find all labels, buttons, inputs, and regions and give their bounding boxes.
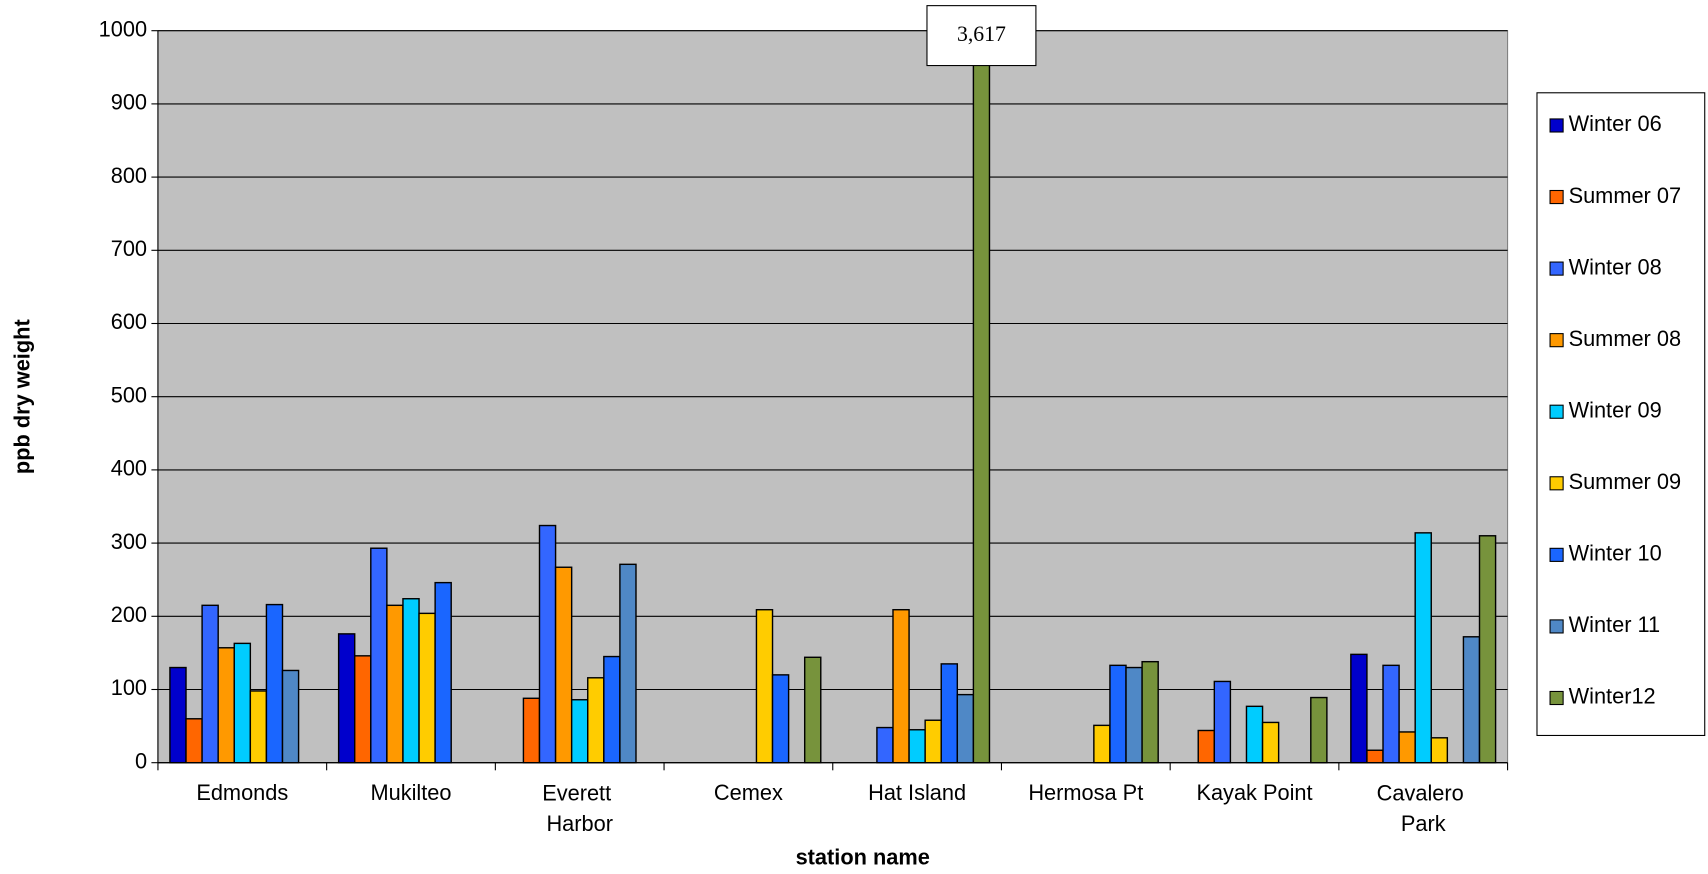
bar xyxy=(281,669,300,764)
y-tick-label: 700 xyxy=(111,236,147,261)
bar xyxy=(876,726,894,764)
bar xyxy=(522,697,541,764)
bar xyxy=(233,642,252,764)
bar xyxy=(1430,737,1449,764)
bar xyxy=(1245,705,1264,764)
bar xyxy=(185,718,203,764)
y-tick-label: 0 xyxy=(135,748,147,773)
x-tick-label: Mukilteo xyxy=(370,780,451,805)
y-tick-label: 300 xyxy=(111,529,147,554)
legend-swatch xyxy=(1549,619,1564,634)
bar xyxy=(908,729,926,764)
y-tick-label: 500 xyxy=(111,382,147,407)
bar xyxy=(386,604,404,764)
bar xyxy=(892,609,910,764)
x-tick-label: Kayak Point xyxy=(1196,780,1312,805)
bar xyxy=(570,699,589,764)
legend-label: Summer 09 xyxy=(1569,469,1682,494)
bar xyxy=(956,693,975,764)
y-tick-label: 1000 xyxy=(99,16,147,41)
legend-label: Winter 11 xyxy=(1569,612,1661,637)
bar xyxy=(771,674,790,764)
y-tick-label: 900 xyxy=(111,90,147,115)
bar xyxy=(337,633,356,764)
bar xyxy=(1382,664,1400,764)
bar xyxy=(1141,660,1159,764)
bar xyxy=(1366,749,1384,764)
legend-swatch xyxy=(1549,261,1564,276)
bar xyxy=(587,677,605,764)
legend-label: Winter 09 xyxy=(1569,397,1662,422)
bar xyxy=(354,655,372,764)
bar xyxy=(434,581,452,764)
y-tick-label: 800 xyxy=(111,163,147,188)
bar xyxy=(1462,636,1481,764)
x-tick-label: Cavalero Park xyxy=(1377,780,1470,836)
legend-swatch xyxy=(1549,333,1564,348)
bar xyxy=(972,29,991,764)
bar xyxy=(619,563,637,764)
bar xyxy=(402,598,420,764)
y-tick-label: 600 xyxy=(111,309,147,334)
bar xyxy=(924,719,942,764)
bar xyxy=(1414,532,1432,764)
bar xyxy=(1261,721,1280,764)
legend-label: Winter 06 xyxy=(1569,111,1662,136)
legend-swatch xyxy=(1549,476,1564,491)
legend-swatch xyxy=(1549,547,1564,562)
legend-label: Winter12 xyxy=(1569,684,1656,709)
bar xyxy=(538,524,557,764)
bar xyxy=(418,612,436,764)
data-label-box xyxy=(926,5,1037,67)
legend-label: Summer 07 xyxy=(1569,183,1682,208)
x-axis-title: station name xyxy=(796,844,930,869)
bar xyxy=(1398,731,1416,764)
legend-label: Winter 08 xyxy=(1569,254,1662,279)
bar xyxy=(1109,664,1127,764)
data-label: 3,617 xyxy=(957,22,1006,46)
x-tick-label: Everett Harbor xyxy=(542,780,617,836)
y-axis-title: ppb dry weight xyxy=(10,319,35,474)
legend xyxy=(1536,92,1706,737)
legend-swatch xyxy=(1549,189,1564,205)
bar xyxy=(217,647,235,764)
x-tick-label: Edmonds xyxy=(196,780,288,805)
bar xyxy=(1213,680,1232,764)
x-tick-label: Hermosa Pt xyxy=(1028,780,1143,805)
bar xyxy=(940,663,959,764)
y-tick-label: 100 xyxy=(111,675,147,700)
bar xyxy=(1478,535,1497,764)
bar xyxy=(1093,724,1111,764)
bar xyxy=(1350,653,1368,764)
y-tick-label: 200 xyxy=(111,602,147,627)
legend-swatch xyxy=(1549,118,1564,133)
bar xyxy=(554,566,573,764)
legend-swatch xyxy=(1549,404,1564,419)
bar xyxy=(1125,666,1143,764)
bar xyxy=(803,656,822,764)
legend-label: Winter 10 xyxy=(1569,541,1662,566)
bar xyxy=(249,690,268,764)
bar xyxy=(370,547,388,764)
bar xyxy=(755,609,774,764)
x-tick-label: Hat Island xyxy=(868,780,966,805)
legend-label: Summer 08 xyxy=(1569,326,1682,351)
bar xyxy=(1310,696,1328,764)
bar xyxy=(169,666,187,764)
x-tick-label: Cemex xyxy=(714,780,783,805)
y-tick-label: 400 xyxy=(111,456,147,481)
legend-swatch xyxy=(1549,690,1564,706)
bar xyxy=(1197,729,1216,764)
bar xyxy=(603,655,621,764)
bar xyxy=(201,604,219,764)
bar xyxy=(265,603,284,764)
